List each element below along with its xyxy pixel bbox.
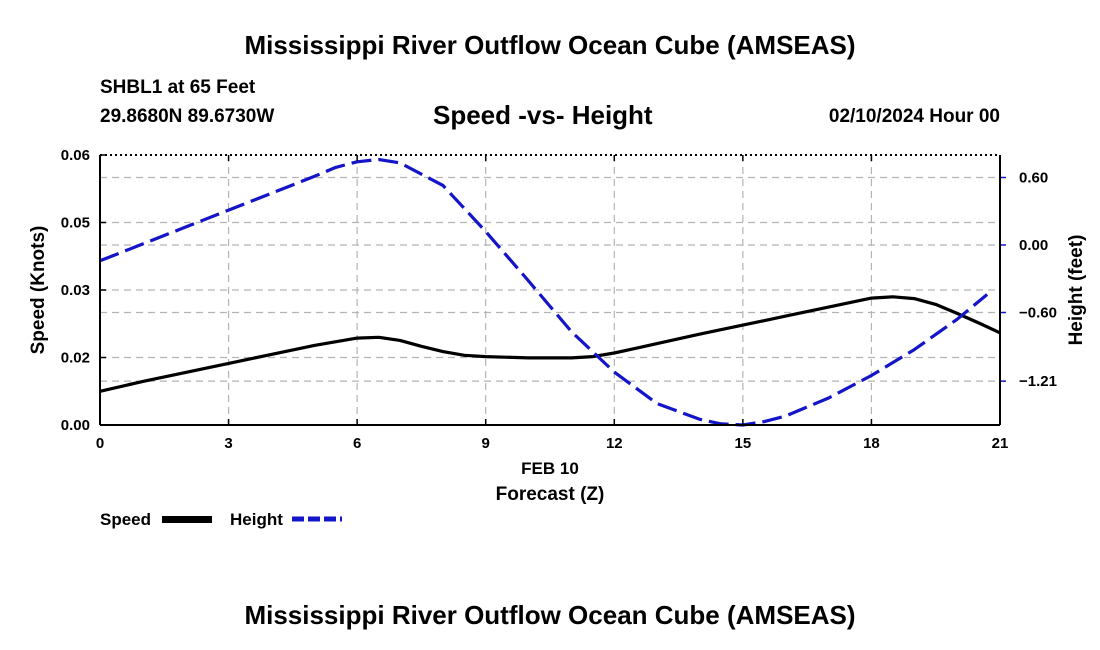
x-axis-date-label: FEB 10 [521,459,579,478]
axes: 0 3 6 9 12 15 18 21 0.00 0.02 0.03 0.05 0.06 0.60 0.00… [61,147,1057,452]
y-tick-label-right: 0.60 [1019,170,1048,187]
legend-speed-label: Speed [100,510,152,529]
y-tick-label-left: 0.00 [61,417,90,434]
page-title: Mississippi River Outflow Ocean Cube (AM… [244,30,856,60]
legend-height-label: Height [230,510,283,529]
y-tick-label-left: 0.06 [61,147,90,164]
grid-lines [100,155,1000,425]
series-lines [99,157,1001,427]
y-axis-left-title: Speed (Knots) [28,226,49,355]
y-tick-label-left: 0.05 [61,215,90,232]
x-tick-label: 0 [96,435,104,452]
chart-subtitle: Speed -vs- Height [433,100,653,130]
x-tick-label: 9 [482,435,490,452]
footer-title: Mississippi River Outflow Ocean Cube (AM… [244,600,856,630]
forecast-datetime: 02/10/2024 Hour 00 [828,106,1000,127]
y-tick-label-left: 0.03 [61,282,90,299]
y-tick-label-right: −1.21 [1019,373,1057,390]
station-label: SHBL1 at 65 Feet [100,77,256,98]
x-tick-label: 12 [606,435,623,452]
x-tick-label: 15 [735,435,752,452]
legend-height-swatch [292,516,342,522]
station-coordinates: 29.8680N 89.6730W [100,106,275,127]
series-height-line [99,157,989,427]
x-tick-label: 21 [992,435,1009,452]
y-tick-label-right: 0.00 [1019,237,1048,254]
legend-speed-swatch [162,516,212,523]
x-tick-label: 18 [863,435,880,452]
x-tick-label: 6 [353,435,361,452]
series-speed-line [99,295,1001,393]
x-axis-title: Forecast (Z) [496,484,605,505]
y-tick-label-right: −0.60 [1019,305,1057,322]
x-tick-label: 3 [224,435,232,452]
y-axis-right-title: Height (feet) [1066,235,1087,346]
y-tick-label-left: 0.02 [61,350,90,367]
